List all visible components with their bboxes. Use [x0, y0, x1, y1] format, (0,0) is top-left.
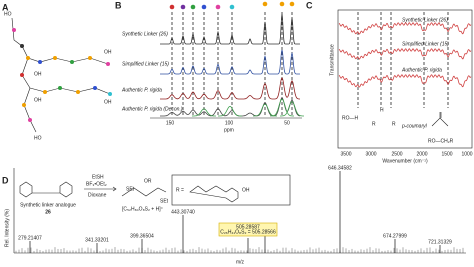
- product-sketch: [121, 187, 167, 197]
- deconvolved-peak: [280, 101, 304, 117]
- x-tick-label: 2500: [391, 151, 402, 157]
- frame: [337, 9, 473, 149]
- group-label: OH: [104, 99, 112, 105]
- nmr-trace: [160, 97, 301, 117]
- ir-trace: [338, 22, 472, 35]
- group-label: OH: [242, 187, 250, 193]
- group-label: R: [372, 121, 376, 127]
- compound-number: 26: [45, 209, 51, 215]
- trace-label: Authentic P. rigida: [401, 67, 442, 73]
- structure-sketch: [19, 181, 73, 198]
- x-tick-label: 3000: [365, 151, 376, 157]
- peak-label: 674.27999: [383, 233, 407, 239]
- x-tick-label: 3500: [340, 151, 351, 157]
- compound-name: Synthetic linker analogue: [20, 202, 76, 208]
- coumaryl-sketch: [189, 185, 239, 203]
- group-label: SEt: [160, 198, 169, 204]
- formula: [C₅₂H₈₄O₈S₂ + H]⁺: [122, 206, 164, 212]
- monomer-dots: [12, 28, 112, 122]
- panel-label: D: [2, 175, 9, 185]
- reference-lines: [357, 12, 449, 108]
- reference-lines: [171, 12, 293, 116]
- mass-spectrum: 279.21407341.33201399.36504443.30740597.…: [15, 165, 464, 253]
- panel-b: B Synthetic Linker (26) Simplified Linke…: [115, 0, 304, 133]
- formula-label: C₂₆H₄₁O₈S₂ = 505.28566: [220, 229, 276, 235]
- r-group-box: [171, 174, 291, 206]
- ir-trace: [338, 74, 472, 88]
- lignin-chain: [11, 17, 111, 133]
- trace-label: Simplified Linker (15): [122, 61, 169, 67]
- group-label: H: [380, 107, 384, 113]
- reagent: EtSH: [92, 174, 104, 180]
- nmr-trace: [160, 49, 300, 75]
- x-tick-label: 50: [284, 120, 290, 126]
- peak-label: 279.21407: [18, 235, 42, 241]
- x-axis-label: Wavenumber (cm⁻¹): [382, 158, 428, 164]
- ir-spectra: [338, 22, 472, 88]
- nmr-trace: [160, 13, 300, 45]
- y-axis-label: Rel. Intensity (%): [4, 209, 10, 247]
- group-label: HO: [34, 135, 42, 141]
- y-axis-label: Transmittance: [329, 44, 335, 76]
- reagent: Dioxane: [88, 192, 107, 198]
- peak-label: 443.30740: [171, 209, 195, 215]
- x-axis-label: ppm: [224, 127, 234, 133]
- x-axis-label: m/z: [236, 259, 245, 265]
- trace-label: Synthetic Linker (26): [122, 31, 168, 37]
- arrow-head: [112, 186, 117, 192]
- group-label: OH: [104, 49, 112, 55]
- peak-label: 399.36504: [130, 233, 154, 239]
- panel-c: C Transmittance Synthetic Linker (26) Si…: [306, 0, 473, 164]
- ir-trace: [338, 48, 472, 60]
- carbon-dots: [169, 1, 295, 10]
- reagent: BF₃•OEt₂: [86, 181, 107, 187]
- x-tick-label: 2000: [416, 151, 427, 157]
- group-label: OH: [34, 97, 42, 103]
- group-label: RO—CH₂R: [428, 138, 454, 144]
- panel-label: B: [115, 0, 122, 10]
- group-label: SEt: [126, 186, 135, 192]
- x-tick-label: 1500: [441, 151, 452, 157]
- nmr-spectra: [160, 13, 304, 117]
- carbonyl-sketch: [431, 112, 449, 127]
- group-label: OH: [34, 71, 42, 77]
- trace-label: Simplified Linker (15): [402, 41, 449, 47]
- panel-label: C: [306, 0, 313, 10]
- panel-label: A: [2, 2, 9, 12]
- highlight-box: [218, 222, 278, 237]
- x-tick-label: 100: [225, 120, 234, 126]
- deconvolved-peak: [192, 108, 216, 117]
- group-label: HO: [4, 11, 12, 17]
- nmr-trace: [160, 77, 300, 100]
- deconvolved-peak: [218, 105, 242, 117]
- trace-label: Synthetic Linker (26): [402, 17, 448, 23]
- group-label: p-coumaryl: [401, 123, 428, 129]
- peak-label: 721.31329: [428, 239, 452, 245]
- group-label: OR: [144, 178, 152, 184]
- peak-label: 341.33201: [85, 237, 109, 243]
- group-label: RO—H: [342, 115, 359, 121]
- trace-label: Authentic P. rigida (Decon.): [121, 106, 183, 112]
- trace-label: Authentic P. rigida: [121, 87, 162, 93]
- r-group-label: R =: [176, 187, 184, 193]
- deconvolved-peak: [270, 98, 294, 117]
- x-tick-label: 150: [166, 120, 175, 126]
- group-label: R: [392, 121, 396, 127]
- x-tick-label: 1000: [461, 151, 472, 157]
- peak-label: 646.34582: [328, 165, 352, 171]
- panel-a: A HO OH OH OH OH HO: [2, 2, 112, 141]
- peak-label: 505.28587: [236, 224, 260, 230]
- panel-d: D Rel. Intensity (%) Synthetic linker an…: [2, 165, 466, 265]
